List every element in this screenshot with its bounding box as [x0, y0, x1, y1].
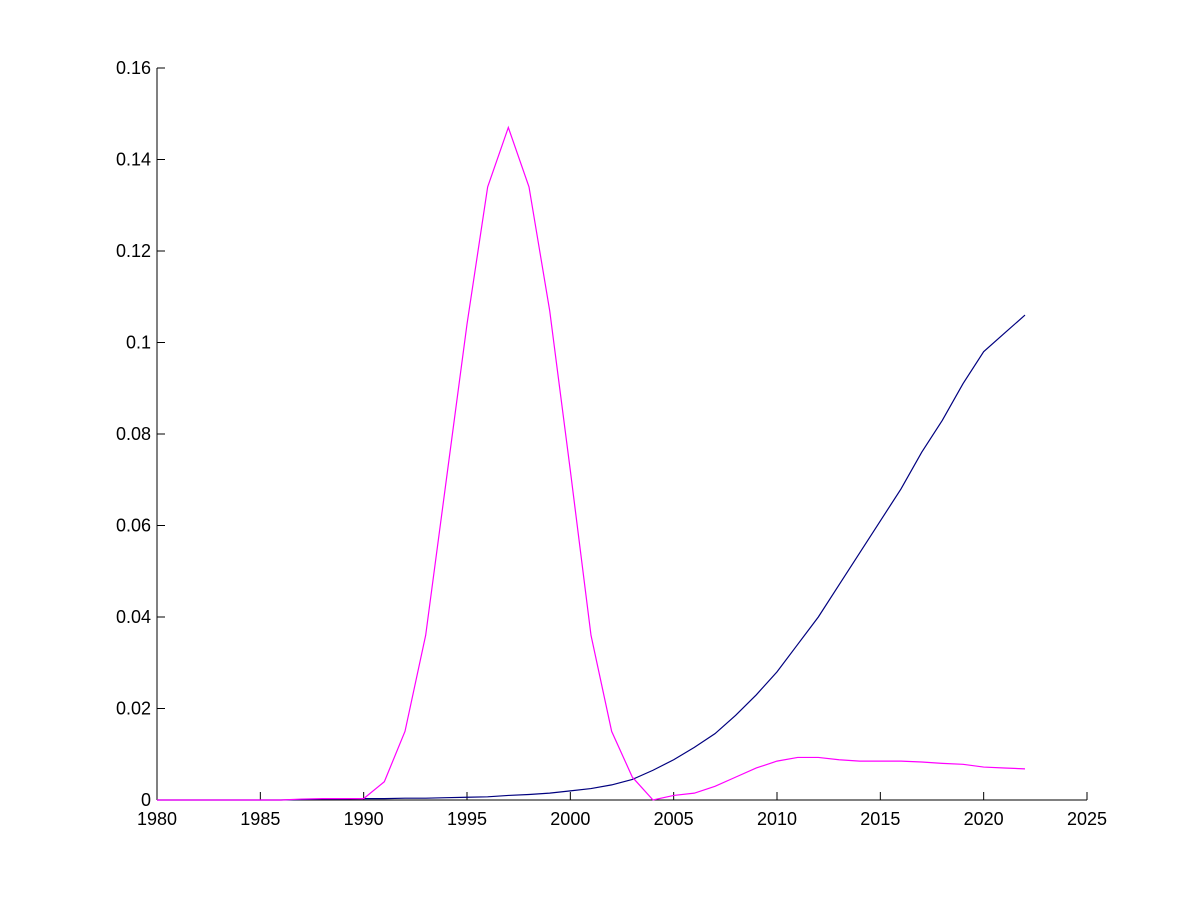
y-tick-label: 0.12: [116, 241, 151, 261]
y-tick-label: 0.06: [116, 516, 151, 536]
x-tick-label: 2015: [860, 809, 900, 829]
x-tick-label: 1995: [447, 809, 487, 829]
y-tick-label: 0.16: [116, 58, 151, 78]
x-tick-label: 2025: [1067, 809, 1107, 829]
y-tick-label: 0.04: [116, 607, 151, 627]
x-tick-label: 1990: [344, 809, 384, 829]
y-tick-label: 0: [141, 790, 151, 810]
x-tick-label: 2005: [654, 809, 694, 829]
x-tick-label: 1985: [240, 809, 280, 829]
x-tick-label: 2020: [964, 809, 1004, 829]
y-tick-label: 0.1: [126, 333, 151, 353]
y-tick-label: 0.02: [116, 699, 151, 719]
y-tick-label: 0.08: [116, 424, 151, 444]
x-tick-label: 1980: [137, 809, 177, 829]
series-line: [157, 125, 1026, 801]
y-tick-label: 0.14: [116, 150, 151, 170]
x-tick-label: 2010: [757, 809, 797, 829]
x-tick-label: 2000: [550, 809, 590, 829]
